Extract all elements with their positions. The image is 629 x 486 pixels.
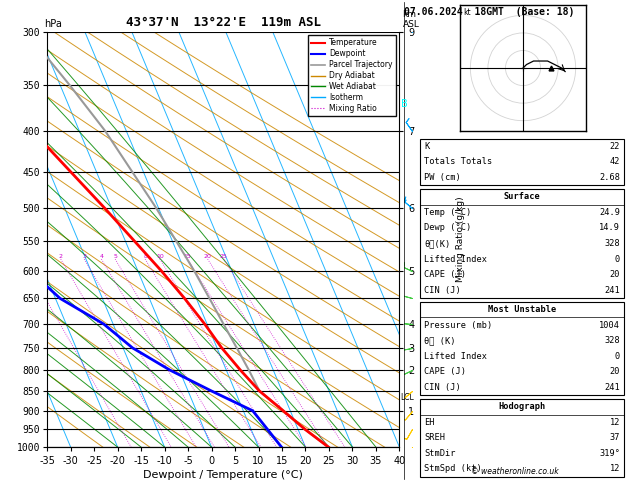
Text: 42: 42 xyxy=(610,157,620,166)
Text: 4: 4 xyxy=(99,254,103,259)
Text: 20: 20 xyxy=(610,270,620,279)
Text: 328: 328 xyxy=(604,336,620,345)
Text: 22: 22 xyxy=(610,142,620,151)
Legend: Temperature, Dewpoint, Parcel Trajectory, Dry Adiabat, Wet Adiabat, Isotherm, Mi: Temperature, Dewpoint, Parcel Trajectory… xyxy=(308,35,396,116)
Text: 241: 241 xyxy=(604,383,620,392)
Text: 15: 15 xyxy=(184,254,191,259)
Text: 10: 10 xyxy=(156,254,164,259)
Text: Surface: Surface xyxy=(504,192,540,201)
Text: Lifted Index: Lifted Index xyxy=(424,255,487,263)
Text: LCL: LCL xyxy=(400,393,414,401)
Text: PW (cm): PW (cm) xyxy=(424,173,460,182)
Text: 24.9: 24.9 xyxy=(599,208,620,217)
Text: StmDir: StmDir xyxy=(424,449,455,458)
Text: 1004: 1004 xyxy=(599,321,620,330)
Text: Hodograph: Hodograph xyxy=(498,402,546,411)
Text: B: B xyxy=(401,99,408,109)
Text: 37: 37 xyxy=(610,434,620,442)
Text: CIN (J): CIN (J) xyxy=(424,383,460,392)
Text: km
ASL: km ASL xyxy=(403,10,420,29)
Text: 2: 2 xyxy=(58,254,63,259)
Text: © weatheronline.co.uk: © weatheronline.co.uk xyxy=(471,467,559,476)
Text: hPa: hPa xyxy=(44,19,62,29)
Text: 8: 8 xyxy=(143,254,147,259)
Text: kt: kt xyxy=(464,8,471,17)
Text: 12: 12 xyxy=(610,465,620,473)
Text: θᴄ(K): θᴄ(K) xyxy=(424,239,450,248)
Text: CIN (J): CIN (J) xyxy=(424,286,460,295)
Text: K: K xyxy=(424,142,429,151)
Text: SREH: SREH xyxy=(424,434,445,442)
X-axis label: Dewpoint / Temperature (°C): Dewpoint / Temperature (°C) xyxy=(143,470,303,480)
Text: 3: 3 xyxy=(82,254,86,259)
Text: 20: 20 xyxy=(204,254,211,259)
Y-axis label: Mixing Ratio (g/kg): Mixing Ratio (g/kg) xyxy=(457,196,465,282)
Text: Dewp (°C): Dewp (°C) xyxy=(424,224,471,232)
Text: 14.9: 14.9 xyxy=(599,224,620,232)
Text: Lifted Index: Lifted Index xyxy=(424,352,487,361)
Text: Totals Totals: Totals Totals xyxy=(424,157,493,166)
Text: 5: 5 xyxy=(113,254,117,259)
Text: θᴄ (K): θᴄ (K) xyxy=(424,336,455,345)
Text: 0: 0 xyxy=(615,255,620,263)
Text: CAPE (J): CAPE (J) xyxy=(424,367,466,376)
Text: 319°: 319° xyxy=(599,449,620,458)
Text: 25: 25 xyxy=(220,254,228,259)
Text: CAPE (J): CAPE (J) xyxy=(424,270,466,279)
Text: 07.06.2024  18GMT  (Base: 18): 07.06.2024 18GMT (Base: 18) xyxy=(404,7,575,17)
Text: 0: 0 xyxy=(615,352,620,361)
Text: 20: 20 xyxy=(610,367,620,376)
Title: 43°37'N  13°22'E  119m ASL: 43°37'N 13°22'E 119m ASL xyxy=(126,16,321,29)
Text: StmSpd (kt): StmSpd (kt) xyxy=(424,465,482,473)
Text: Temp (°C): Temp (°C) xyxy=(424,208,471,217)
Text: 241: 241 xyxy=(604,286,620,295)
Text: 2.68: 2.68 xyxy=(599,173,620,182)
Text: EH: EH xyxy=(424,418,435,427)
Text: 12: 12 xyxy=(610,418,620,427)
Text: Pressure (mb): Pressure (mb) xyxy=(424,321,493,330)
Text: Most Unstable: Most Unstable xyxy=(488,305,556,314)
Text: 328: 328 xyxy=(604,239,620,248)
